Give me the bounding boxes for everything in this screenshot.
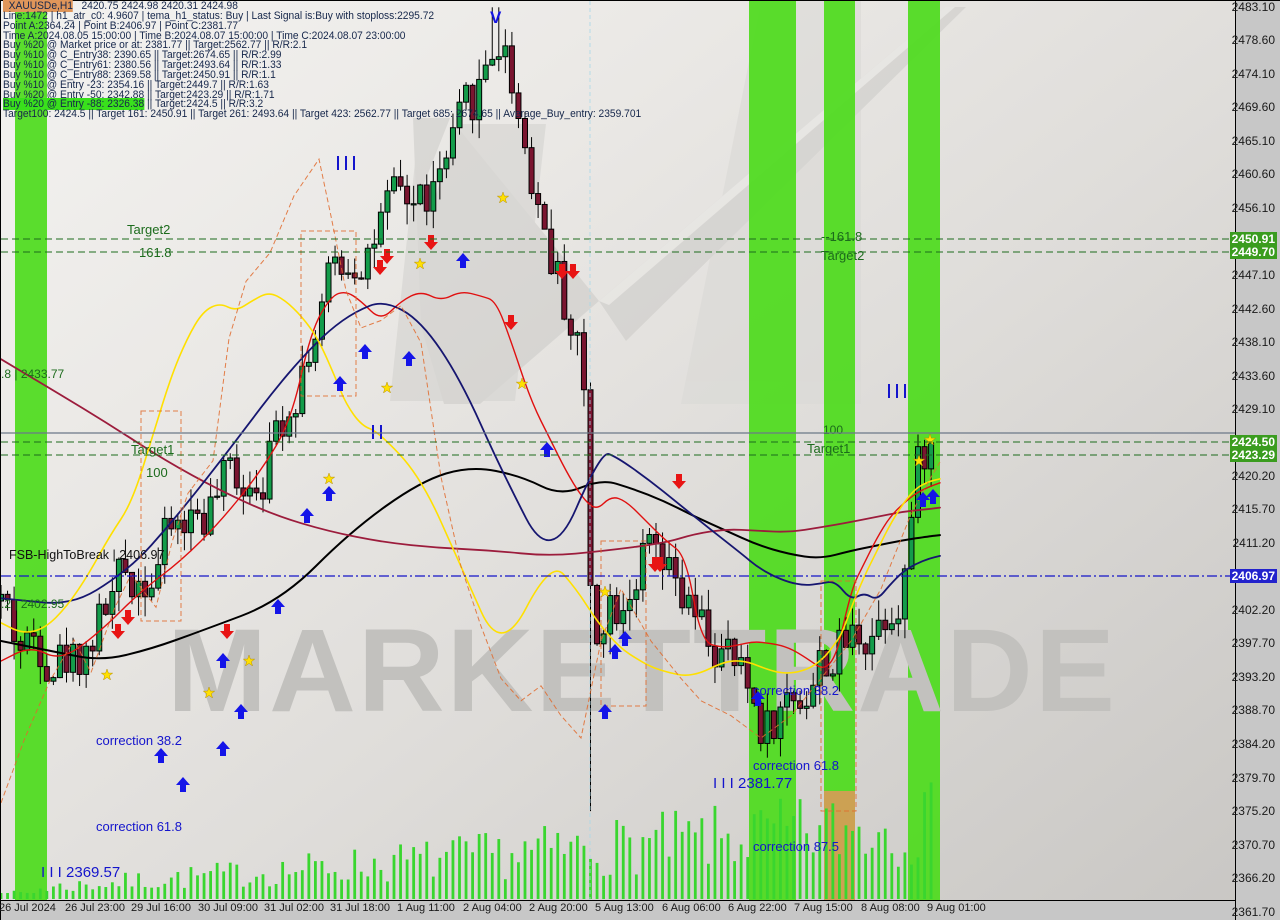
svg-text:100: 100 [823, 423, 843, 437]
svg-text:on 61.8 | 2433.77: on 61.8 | 2433.77 [1, 367, 65, 381]
svg-text:--161.8: --161.8 [821, 229, 862, 244]
svg-text:100: 100 [146, 465, 168, 480]
svg-text:on 38.2 | 2402.95: on 38.2 | 2402.95 [1, 597, 65, 611]
svg-text:I I I 2369.57: I I I 2369.57 [41, 864, 120, 881]
svg-text:correction 61.8: correction 61.8 [96, 819, 182, 834]
svg-text:correction 87.5: correction 87.5 [753, 839, 839, 854]
svg-text:Target2: Target2 [127, 222, 170, 237]
svg-text:MARKETTRADE: MARKETTRADE [167, 605, 1117, 737]
svg-text:I I I 2381.77: I I I 2381.77 [713, 775, 792, 792]
svg-text:correction 38.2: correction 38.2 [96, 733, 182, 748]
svg-text:correction 38.2: correction 38.2 [753, 683, 839, 698]
svg-text:Target1: Target1 [807, 441, 850, 456]
svg-text:Target2: Target2 [821, 248, 864, 263]
svg-text:correction 61.8: correction 61.8 [753, 758, 839, 773]
